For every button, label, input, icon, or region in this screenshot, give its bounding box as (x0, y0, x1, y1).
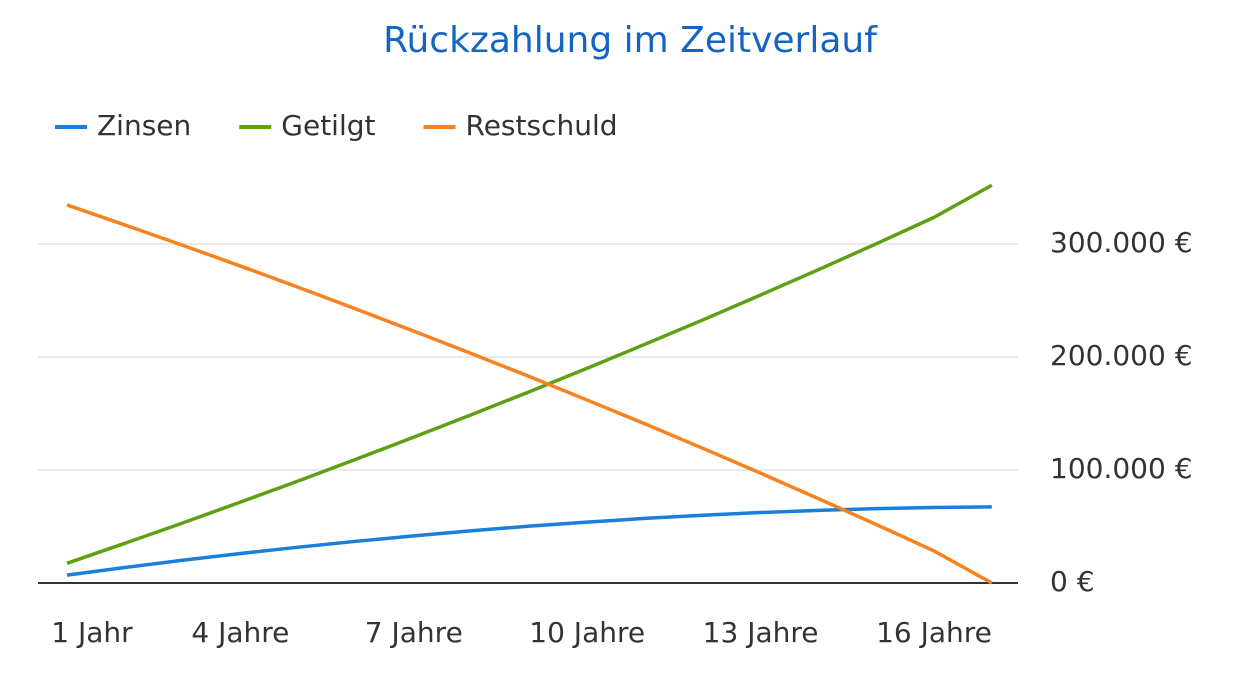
series-line (66, 505, 992, 577)
legend-label: Restschuld (466, 109, 618, 142)
x-tick-label: 16 Jahre (876, 616, 992, 649)
x-tick-label: 7 Jahre (365, 616, 463, 649)
series-line (66, 203, 993, 585)
y-tick-label: 300.000 € (1050, 226, 1193, 259)
y-tick-label: 0 € (1050, 565, 1095, 598)
chart-title: Rückzahlung im Zeitverlauf (383, 20, 878, 61)
x-tick-label: 13 Jahre (703, 616, 819, 649)
legend-label: Zinsen (97, 109, 191, 142)
y-tick-label: 200.000 € (1050, 339, 1193, 372)
x-tick-label: 4 Jahre (191, 616, 289, 649)
x-tick-label: 10 Jahre (529, 616, 645, 649)
series-line (66, 183, 993, 565)
y-tick-label: 100.000 € (1050, 452, 1193, 485)
legend-label: Getilgt (281, 109, 375, 142)
x-tick-label: 1 Jahr (51, 616, 133, 649)
